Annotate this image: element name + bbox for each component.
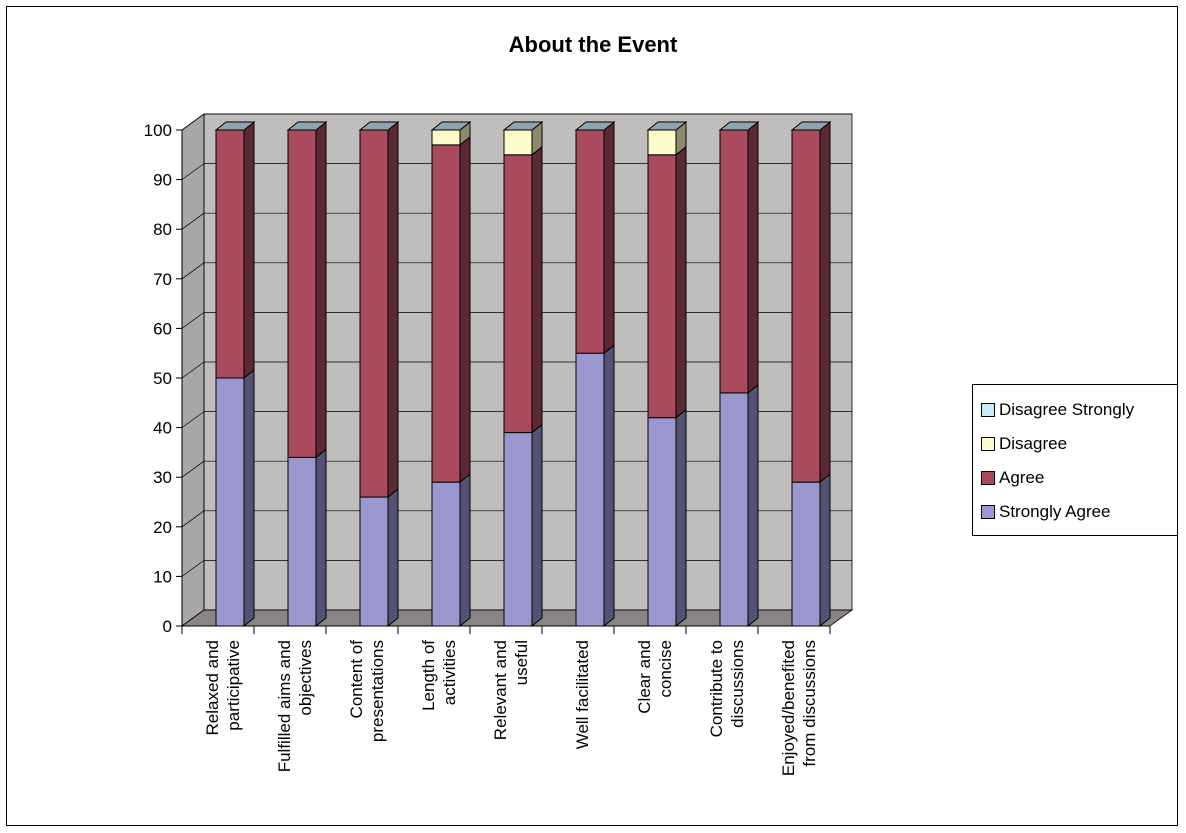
x-tick-label: Enjoyed/benefited from discussions <box>779 640 819 776</box>
x-tick-label: Relaxed and participative <box>203 640 243 735</box>
gridline-side <box>181 163 205 180</box>
bar-side-agree <box>243 120 255 380</box>
bar-top <box>646 121 688 131</box>
bar-side-strongly-agree <box>603 344 615 628</box>
bar-agree <box>503 154 533 434</box>
legend-item: Disagree Strongly <box>981 393 1177 427</box>
bar-top <box>214 121 256 131</box>
gridline-side <box>181 560 205 577</box>
bar-side-agree <box>315 120 327 459</box>
bar-agree <box>431 144 461 483</box>
bar-disagree <box>647 129 677 156</box>
gridline-side <box>181 411 205 428</box>
bar-side-strongly-agree <box>459 473 471 628</box>
bar-side-strongly-agree <box>387 487 399 628</box>
bar-side-agree <box>531 145 543 434</box>
legend-swatch <box>981 437 995 451</box>
x-tick-label: Content of presentations <box>347 640 387 742</box>
gridline-side <box>181 361 205 379</box>
y-tick-label: 30 <box>153 468 172 487</box>
y-tick-label: 60 <box>153 319 172 338</box>
x-tick-label: Fulfilled aims and objectives <box>275 640 315 772</box>
bar-side-agree <box>819 120 831 484</box>
gridline-side <box>181 262 205 280</box>
bar-strongly-agree <box>431 481 461 627</box>
legend-swatch <box>981 471 995 485</box>
legend-swatch <box>981 505 995 519</box>
bar-strongly-agree <box>719 392 749 627</box>
chart-title: About the Event <box>508 32 678 57</box>
bar-top <box>790 121 832 131</box>
bar-top <box>502 121 544 131</box>
gridline-side <box>181 113 205 131</box>
chart-legend: Disagree Strongly Disagree Agree Strongly A… <box>972 384 1178 536</box>
x-tick-label: Length of activities <box>419 640 459 711</box>
legend-item: Agree <box>981 461 1177 495</box>
gridline-side <box>181 212 205 230</box>
bar-side-agree <box>387 120 399 499</box>
bar-top <box>358 121 400 131</box>
bar-disagree <box>503 129 533 156</box>
legend-label: Disagree Strongly <box>999 400 1135 419</box>
y-tick-label: 10 <box>153 567 172 586</box>
bar-side-strongly-agree <box>243 368 255 628</box>
gridline-side <box>181 460 205 478</box>
bar-agree <box>647 154 677 419</box>
bar-agree <box>287 129 317 458</box>
bar-side-strongly-agree <box>675 408 687 628</box>
bar-agree <box>719 129 749 394</box>
bar-side-strongly-agree <box>531 423 543 628</box>
bar-top <box>718 121 760 131</box>
y-tick-label: 40 <box>153 419 172 438</box>
bar-agree <box>575 129 605 354</box>
legend-label: Agree <box>999 468 1045 487</box>
bar-side-agree <box>603 120 615 355</box>
bar-side-strongly-agree <box>819 473 831 628</box>
x-tick-label: Relevant and useful <box>491 640 531 740</box>
bar-side-agree <box>747 120 759 394</box>
gridline-side <box>181 510 205 528</box>
y-tick-label: 80 <box>153 220 172 239</box>
bar-top <box>286 121 328 131</box>
legend-item: Strongly Agree <box>981 495 1177 529</box>
y-tick-label: 100 <box>144 121 172 140</box>
y-tick-label: 50 <box>153 369 172 388</box>
bar-agree <box>215 129 245 379</box>
legend-label: Strongly Agree <box>999 502 1111 521</box>
x-tick-label: Clear and concise <box>635 640 675 714</box>
y-tick-label: 0 <box>163 617 172 636</box>
bar-strongly-agree <box>647 417 677 627</box>
bar-strongly-agree <box>287 456 317 627</box>
bar-strongly-agree <box>791 481 821 627</box>
bar-top <box>430 121 472 131</box>
bar-strongly-agree <box>215 377 245 627</box>
bar-strongly-agree <box>575 352 605 627</box>
x-tick-label: Well facilitated <box>573 640 592 749</box>
y-tick-label: 90 <box>153 171 172 190</box>
bar-side-agree <box>459 135 471 484</box>
x-tick-label: Contribute to discussions <box>707 640 747 737</box>
y-tick-label: 20 <box>153 518 172 537</box>
bar-side-agree <box>675 145 687 419</box>
legend-swatch <box>981 403 995 417</box>
bar-side-strongly-agree <box>315 448 327 628</box>
bar-agree <box>359 129 389 498</box>
bar-strongly-agree <box>503 432 533 627</box>
bar-strongly-agree <box>359 496 389 627</box>
legend-item: Disagree <box>981 427 1177 461</box>
gridline-side <box>181 312 205 329</box>
bar-top <box>574 121 616 131</box>
bar-disagree <box>431 129 461 146</box>
legend-label: Disagree <box>999 434 1068 453</box>
y-tick-label: 70 <box>153 270 172 289</box>
bar-side-strongly-agree <box>747 383 759 628</box>
bar-agree <box>791 129 821 483</box>
